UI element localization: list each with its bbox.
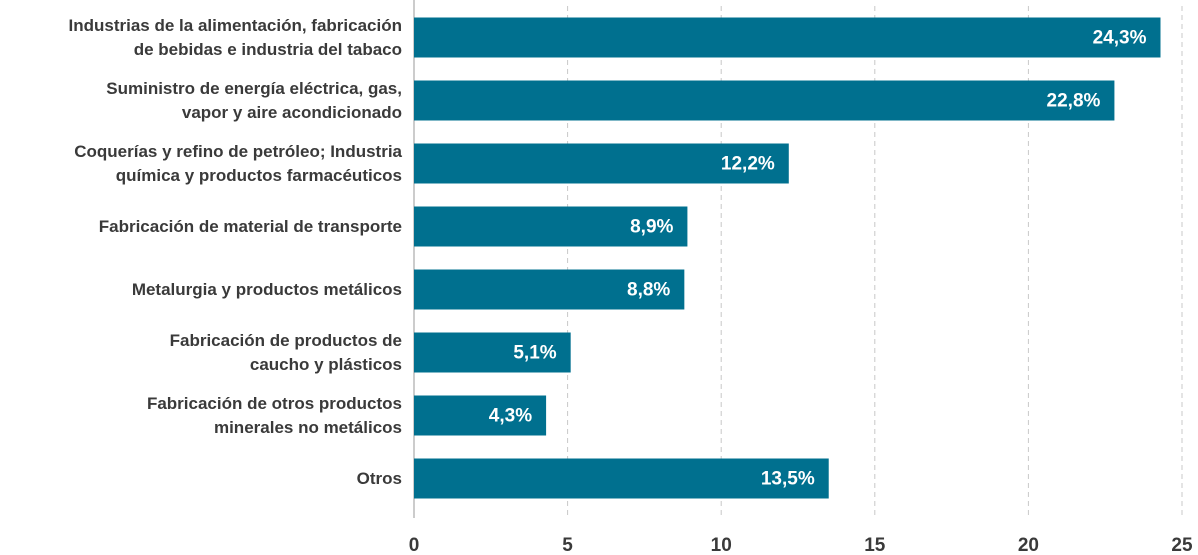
value-label: 12,2% — [721, 154, 775, 175]
bar — [414, 269, 685, 310]
x-tick-label: 20 — [1018, 535, 1039, 555]
value-label: 5,1% — [513, 343, 556, 364]
y-tick-label: Otros — [356, 468, 402, 488]
value-label: 8,8% — [627, 280, 670, 301]
bar — [414, 143, 789, 184]
value-label: 24,3% — [1093, 28, 1147, 49]
bar — [414, 395, 547, 436]
x-tick-label: 0 — [409, 535, 420, 555]
x-tick-label: 25 — [1171, 535, 1193, 555]
value-label: 22,8% — [1047, 91, 1101, 112]
y-tick-label: Fabricación de otros productos minerales… — [146, 393, 402, 437]
y-tick-label: Suministro de energía eléctrica, gas, va… — [106, 78, 402, 122]
bar — [414, 206, 688, 247]
y-tick-label: Coquerías y refino de petróleo; Industri… — [74, 141, 402, 185]
bar — [414, 332, 571, 373]
y-tick-label: Fabricación de material de transporte — [98, 216, 402, 236]
value-label: 4,3% — [489, 406, 532, 427]
y-tick-label: Industrias de la alimentación, fabricaci… — [68, 15, 402, 59]
value-label: 8,9% — [630, 217, 673, 238]
y-tick-label: Metalurgia y productos metálicos — [131, 279, 402, 299]
x-tick-label: 10 — [711, 535, 732, 555]
bar — [414, 17, 1161, 58]
y-tick-label: Fabricación de productos de caucho y plá… — [169, 330, 402, 374]
x-tick-label: 5 — [562, 535, 573, 555]
bar — [414, 458, 829, 499]
x-tick-label: 15 — [864, 535, 886, 555]
bar — [414, 80, 1115, 121]
value-label: 13,5% — [761, 469, 815, 490]
